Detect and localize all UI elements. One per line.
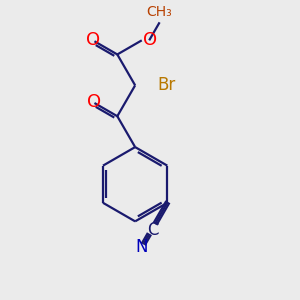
Text: N: N bbox=[136, 238, 148, 256]
Text: C: C bbox=[147, 220, 158, 238]
Text: O: O bbox=[87, 93, 101, 111]
Text: O: O bbox=[143, 31, 158, 49]
Text: O: O bbox=[86, 31, 100, 49]
Text: Br: Br bbox=[158, 76, 176, 94]
Text: CH₃: CH₃ bbox=[147, 5, 172, 20]
